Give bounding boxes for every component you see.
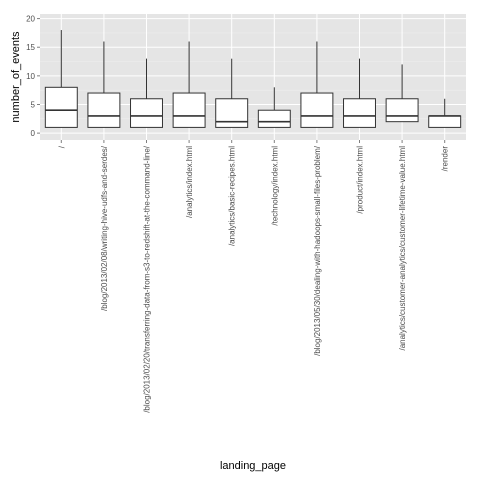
y-tick-label: 5	[31, 100, 36, 109]
y-tick-label: 10	[26, 72, 35, 81]
x-tick-label: /blog/2013/05/30/dealing-with-hadoops-sm…	[313, 145, 322, 356]
x-tick-label: /analytics/customer-analytics/customer-l…	[398, 146, 407, 351]
y-axis: 0 5 10 15 20	[26, 15, 40, 138]
boxes-layer	[44, 30, 462, 128]
x-tick-label: /blog/2013/02/20/transferring-data-from-…	[143, 145, 152, 413]
box-iqr	[130, 98, 163, 128]
x-tick-label: /product/index.html	[356, 146, 365, 214]
x-tick-label: /analytics/index.html	[185, 146, 194, 218]
y-tick-label: 15	[26, 43, 35, 52]
x-tick-label: /	[57, 145, 66, 148]
box-iqr	[215, 98, 249, 128]
box-group	[215, 58, 249, 128]
y-tick-label: 20	[26, 15, 35, 24]
x-tick-label: /blog/2013/02/08/writing-hive-udfs-and-s…	[100, 145, 109, 311]
box-iqr	[87, 92, 121, 128]
box-group	[130, 58, 163, 128]
box-iqr	[343, 98, 376, 128]
box-iqr	[428, 115, 462, 128]
y-axis-title: number_of_events	[10, 31, 22, 123]
box-group	[87, 41, 121, 128]
x-tick-label: /analytics/basic-recipes.html	[228, 146, 237, 246]
box-group	[44, 30, 78, 128]
box-iqr	[172, 92, 206, 128]
x-tick-label: /render	[441, 146, 450, 172]
x-axis: / /blog/2013/02/08/writing-hive-udfs-and-…	[57, 140, 450, 413]
box-iqr	[257, 109, 291, 128]
x-tick-label: /technology/index.html	[270, 146, 279, 226]
box-group	[385, 64, 419, 123]
box-group	[257, 87, 291, 128]
box-group	[343, 58, 376, 128]
box-group	[428, 98, 462, 128]
box-iqr	[44, 86, 78, 128]
box-iqr	[300, 92, 334, 128]
y-tick-label: 0	[31, 129, 36, 138]
box-iqr	[385, 98, 419, 123]
box-group	[172, 41, 206, 128]
x-axis-title: landing_page	[220, 460, 286, 472]
box-group	[300, 41, 334, 128]
